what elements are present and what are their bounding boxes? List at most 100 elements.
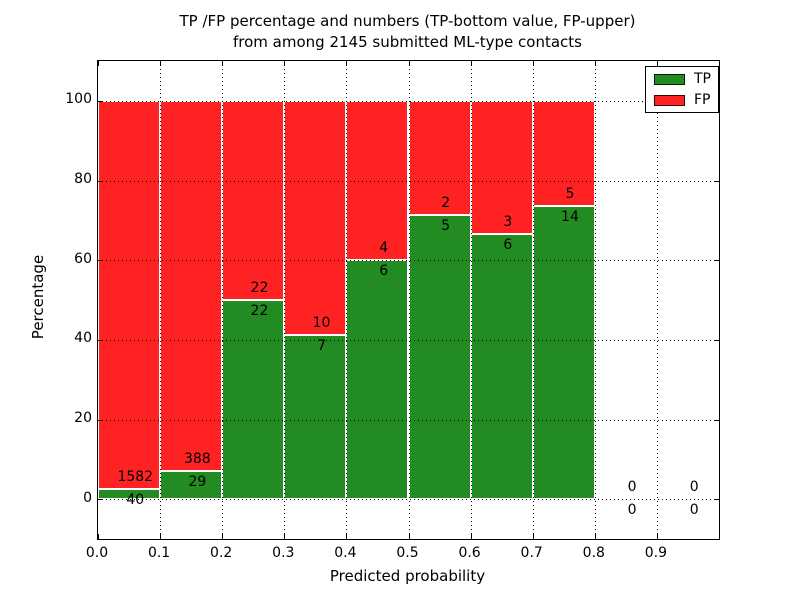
tp-count-label: 0: [627, 502, 637, 519]
bar-tp-segment: [470, 233, 533, 500]
fp-count-label: 5: [565, 185, 575, 202]
gridline-vertical: [657, 61, 658, 539]
y-tick-label: 20: [74, 410, 92, 426]
x-tick-mark-bottom: [284, 534, 286, 539]
fp-swatch-icon: [654, 94, 685, 106]
bar-tp-segment: [408, 214, 471, 500]
bar-fp-segment: [470, 100, 533, 234]
gridline-vertical: [595, 61, 596, 539]
bar-tp-segment: [284, 335, 347, 500]
tp-count-label: 7: [317, 338, 326, 355]
x-tick-mark-top: [594, 61, 596, 66]
gridline-horizontal: [98, 420, 719, 421]
y-tick-mark-left: [98, 419, 103, 421]
x-tick-mark-bottom: [346, 534, 348, 539]
gridline-horizontal: [98, 181, 719, 182]
x-tick-label: 0.3: [272, 545, 295, 561]
fp-count-label: 2: [441, 194, 451, 211]
tp-count-label: 6: [503, 236, 513, 253]
x-tick-mark-top: [408, 61, 410, 66]
y-tick-label: 60: [74, 250, 92, 267]
gridline-vertical: [222, 61, 223, 539]
y-tick-mark-left: [98, 260, 103, 262]
bar-tp-segment: [160, 471, 223, 500]
bar-fp-segment: [98, 100, 161, 490]
legend-label-tp: TP: [694, 71, 711, 87]
fp-count-label: 388: [183, 451, 211, 468]
legend: TP FP: [645, 66, 719, 113]
gridline-vertical: [284, 61, 285, 539]
gridline-horizontal: [98, 499, 719, 500]
bar-fp-segment: [284, 100, 347, 336]
x-tick-mark-top: [98, 61, 99, 66]
y-tick-mark-right: [714, 260, 719, 262]
x-tick-mark-bottom: [470, 534, 472, 539]
tp-count-label: 29: [188, 474, 207, 491]
tp-swatch-icon: [654, 73, 685, 85]
bar-tp-segment: [222, 300, 285, 500]
gridline-horizontal: [98, 340, 719, 341]
tp-count-label: 14: [561, 208, 579, 225]
fp-count-label: 4: [379, 240, 389, 257]
gridline-vertical: [471, 61, 472, 539]
x-tick-label: 0.9: [644, 545, 668, 561]
x-tick-label: 0.1: [147, 545, 171, 561]
x-tick-mark-top: [160, 61, 162, 66]
x-tick-label: 0.8: [582, 545, 605, 561]
y-tick-mark-right: [714, 180, 719, 182]
tp-count-label: 5: [441, 217, 451, 234]
y-tick-mark-left: [98, 339, 103, 341]
x-tick-mark-top: [222, 61, 224, 66]
y-tick-mark-right: [714, 499, 719, 501]
x-tick-label: 0.6: [458, 545, 481, 561]
y-tick-label: 100: [65, 91, 92, 108]
gridline-horizontal: [98, 260, 719, 261]
bar-tp-segment: [346, 260, 409, 500]
y-tick-label: 40: [74, 330, 92, 347]
y-tick-mark-left: [98, 100, 103, 102]
chart-title: TP /FP percentage and numbers (TP-bottom…: [97, 11, 718, 53]
x-tick-mark-top: [532, 61, 534, 66]
y-tick-mark-right: [714, 339, 719, 341]
y-tick-mark-left: [98, 499, 103, 501]
y-tick-mark-right: [714, 419, 719, 421]
fp-count-label: 1582: [117, 469, 154, 486]
tp-count-label: 6: [379, 263, 389, 280]
x-tick-mark-bottom: [160, 534, 162, 539]
legend-label-fp: FP: [694, 92, 711, 108]
fp-count-label: 0: [627, 479, 637, 496]
gridline-vertical: [160, 61, 161, 539]
x-tick-mark-bottom: [408, 534, 410, 539]
chart-title-line-1: TP /FP percentage and numbers (TP-bottom…: [179, 12, 636, 30]
x-tick-label: 0.7: [520, 545, 543, 561]
tp-count-label: 0: [689, 502, 699, 519]
bar-fp-segment: [160, 100, 223, 472]
x-tick-mark-top: [470, 61, 472, 66]
x-tick-mark-bottom: [98, 534, 99, 539]
x-tick-mark-top: [346, 61, 348, 66]
x-tick-label: 0.5: [396, 545, 419, 561]
legend-item-tp: TP: [654, 72, 711, 86]
gridline-vertical: [409, 61, 410, 539]
x-tick-label: 0.4: [334, 545, 357, 561]
tp-count-label: 40: [126, 492, 145, 509]
chart-title-line-2: from among 2145 submitted ML-type contac…: [233, 33, 582, 51]
gridline-vertical: [533, 61, 534, 539]
x-tick-mark-bottom: [656, 534, 658, 539]
fp-count-label: 0: [689, 479, 699, 496]
bar-fp-segment: [532, 100, 595, 206]
y-tick-mark-left: [98, 180, 103, 182]
fp-count-label: 3: [503, 213, 513, 230]
y-tick-label: 0: [83, 489, 92, 506]
bar-fp-segment: [222, 100, 285, 300]
x-tick-mark-bottom: [532, 534, 534, 539]
x-tick-mark-bottom: [594, 534, 596, 539]
x-tick-mark-top: [284, 61, 286, 66]
gridline-horizontal: [98, 101, 719, 102]
gridline-vertical: [346, 61, 347, 539]
y-tick-label: 80: [74, 171, 92, 187]
bar-tp-segment: [98, 489, 161, 500]
fp-count-label: 22: [250, 280, 269, 296]
plot-area: TP FP 1582 40 388 29 22 22 10 7 4 6 2 5 3 6 5 14 0 0 0 0: [97, 60, 720, 540]
